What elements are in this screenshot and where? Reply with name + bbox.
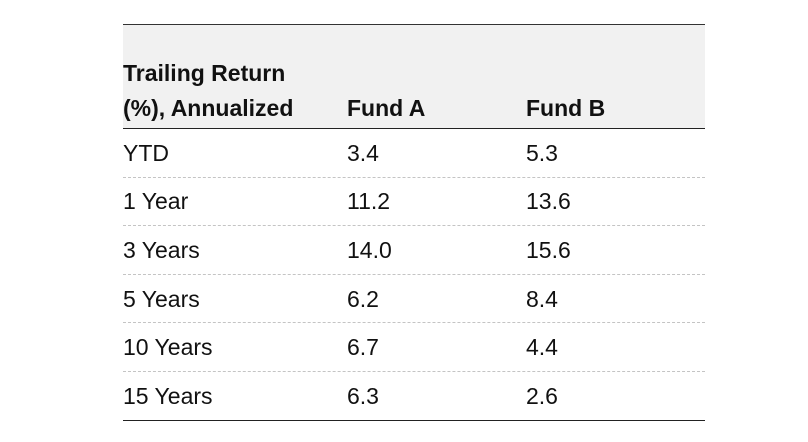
trailing-returns-table: Trailing Return (%), Annualized Fund A F… — [123, 24, 705, 421]
row-fund-a: 3.4 — [347, 139, 379, 166]
header-fund-a: Fund A — [347, 95, 426, 121]
row-fund-a: 6.7 — [347, 334, 379, 361]
row-period: 15 Years — [123, 382, 213, 409]
row-fund-b: 2.6 — [526, 382, 558, 409]
header-period-line2: (%), Annualized — [123, 95, 294, 121]
table-row: 15 Years 6.3 2.6 — [123, 372, 705, 421]
row-fund-b: 8.4 — [526, 285, 558, 312]
row-period: 5 Years — [123, 285, 200, 312]
table-header: Trailing Return (%), Annualized Fund A F… — [123, 25, 705, 129]
table-top-rule — [123, 24, 705, 25]
table-row: 5 Years 6.2 8.4 — [123, 275, 705, 324]
row-period: 3 Years — [123, 236, 200, 263]
table-row: 1 Year 11.2 13.6 — [123, 178, 705, 227]
row-fund-a: 6.2 — [347, 285, 379, 312]
row-fund-a: 11.2 — [347, 188, 391, 215]
row-period: 1 Year — [123, 188, 189, 215]
table-row: 10 Years 6.7 4.4 — [123, 323, 705, 372]
row-fund-a: 6.3 — [347, 382, 379, 409]
row-fund-b: 5.3 — [526, 139, 558, 166]
row-period: YTD — [123, 139, 169, 166]
row-fund-a: 14.0 — [347, 236, 392, 263]
table-row: 3 Years 14.0 15.6 — [123, 226, 705, 275]
row-period: 10 Years — [123, 334, 213, 361]
row-fund-b: 15.6 — [526, 236, 571, 263]
row-fund-b: 4.4 — [526, 334, 558, 361]
header-period-line1: Trailing Return — [123, 60, 286, 86]
row-fund-b: 13.6 — [526, 188, 571, 215]
header-period: Trailing Return (%), Annualized — [123, 56, 293, 126]
table-row: YTD 3.4 5.3 — [123, 129, 705, 178]
header-fund-b: Fund B — [526, 95, 606, 121]
